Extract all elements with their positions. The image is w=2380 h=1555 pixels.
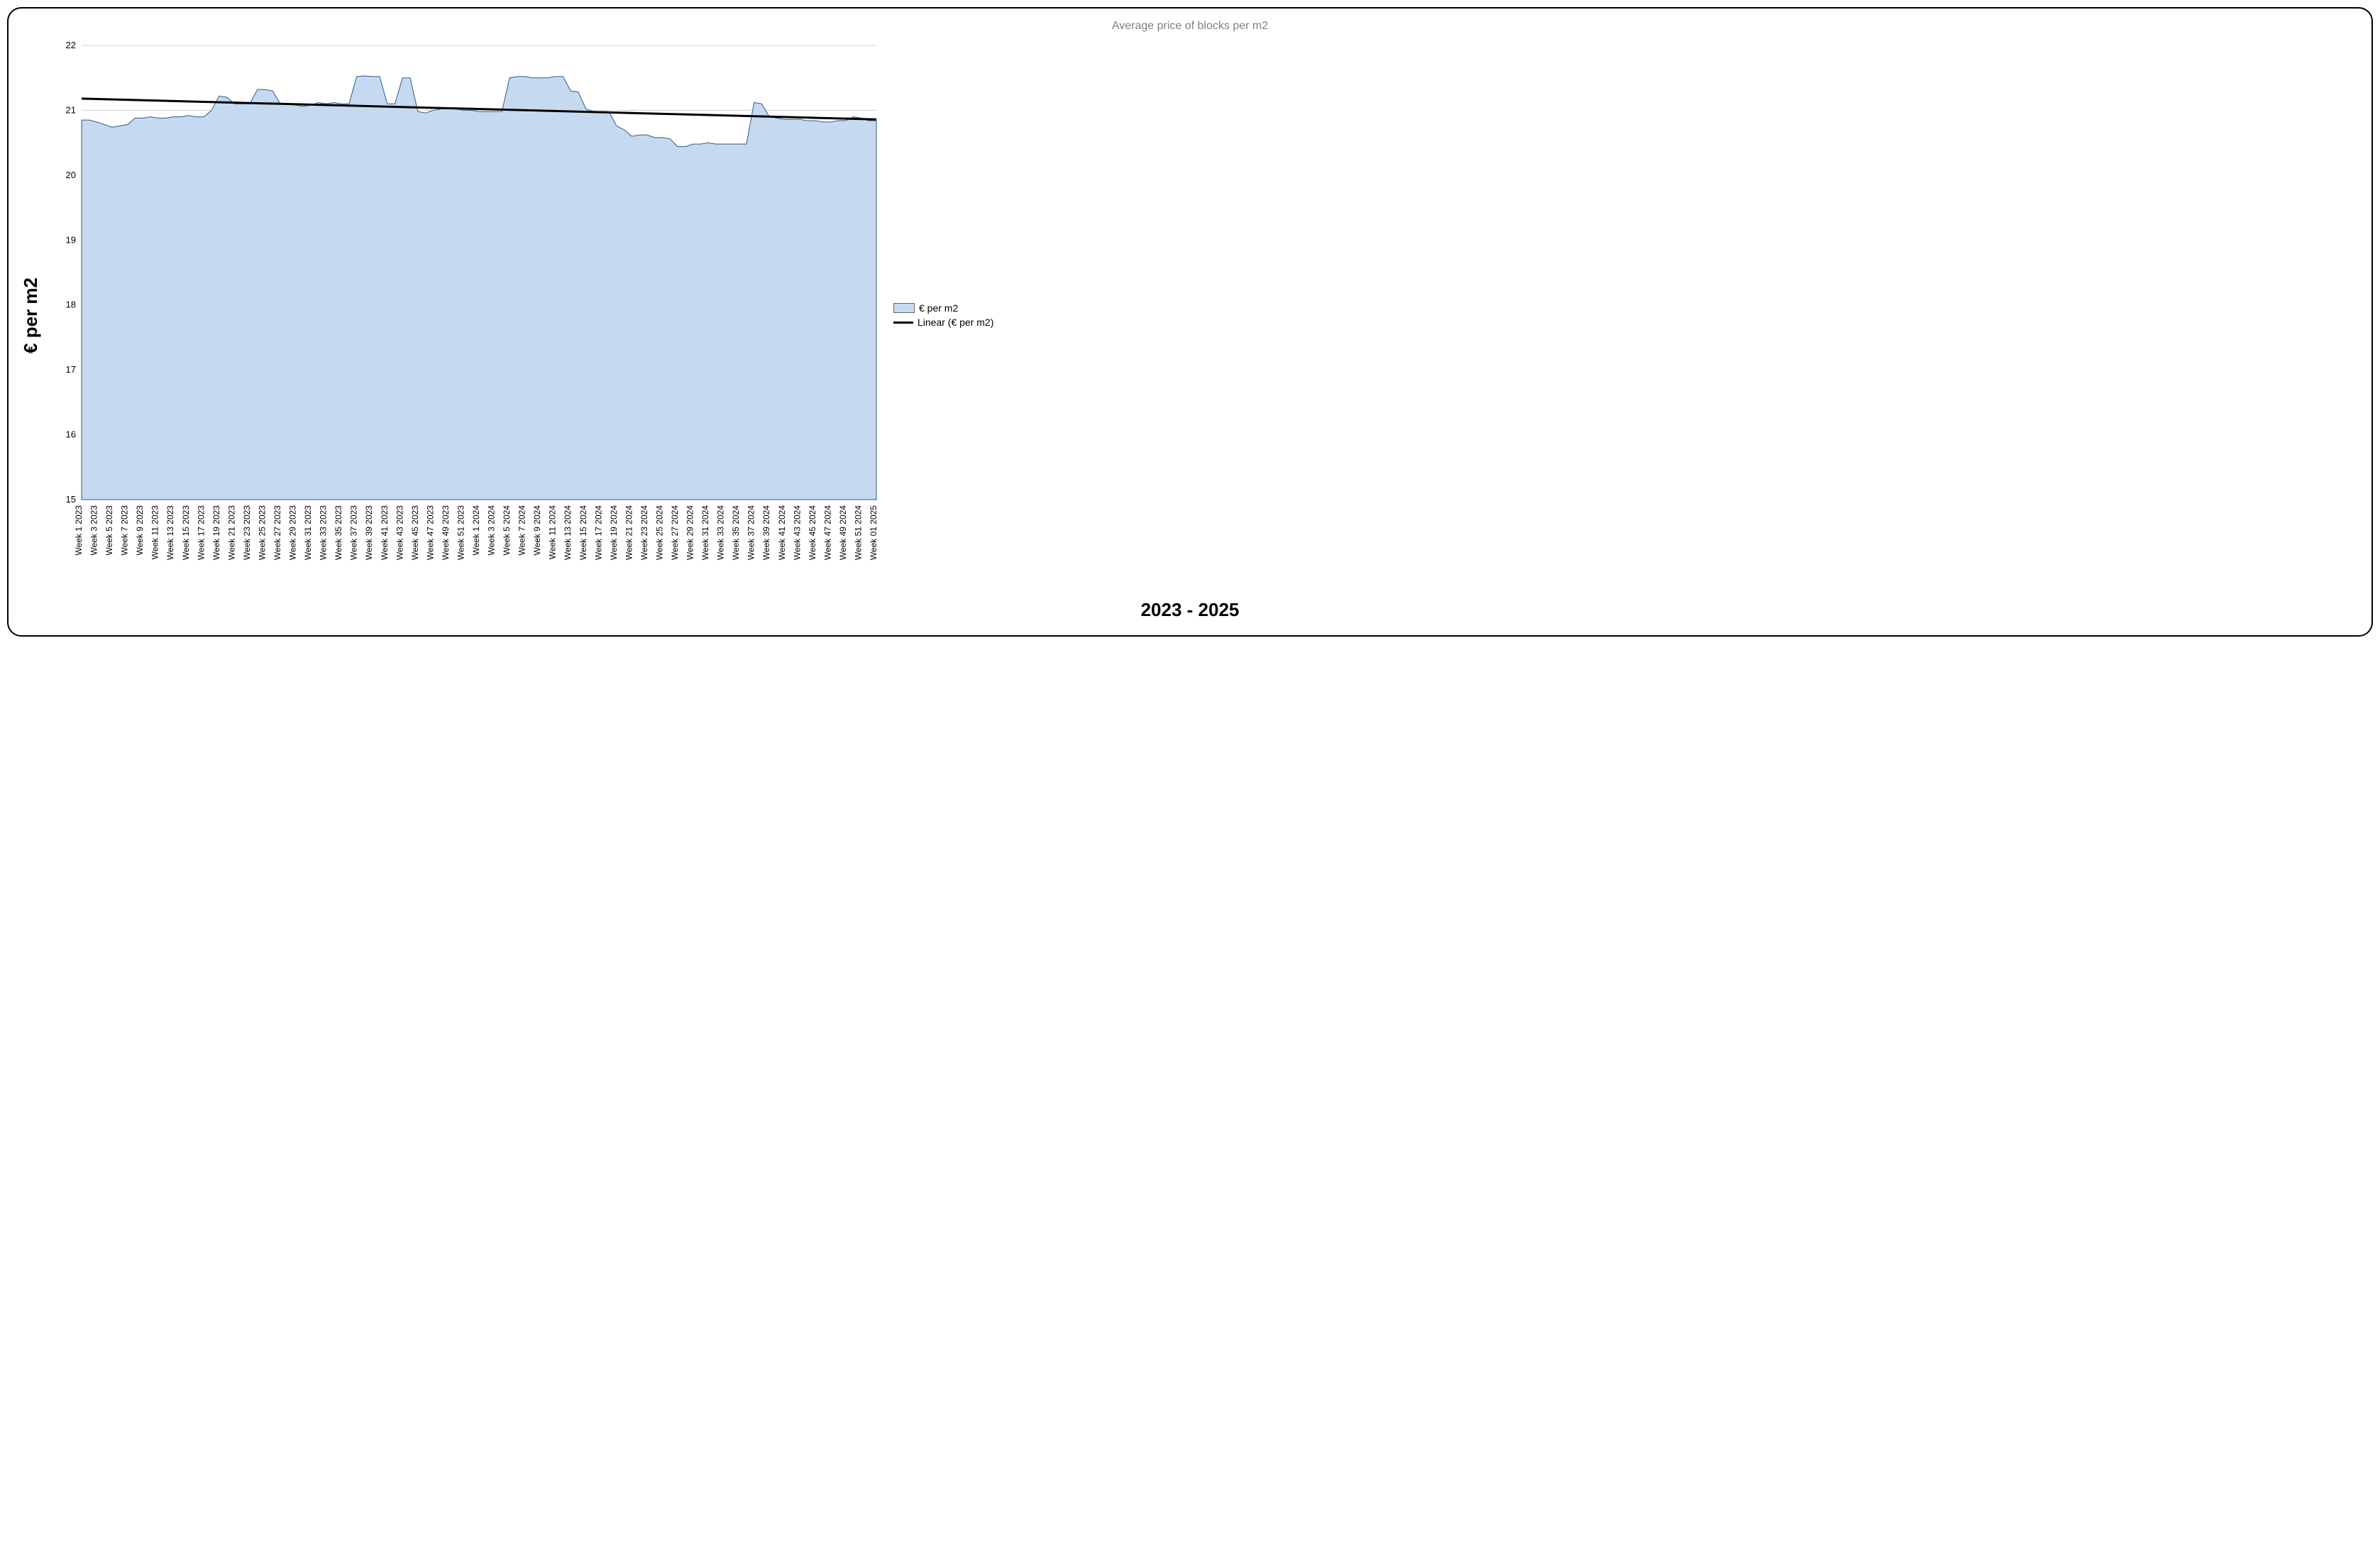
y-tick-label: 19 bbox=[66, 234, 76, 245]
x-tick-label: Week 27 2024 bbox=[670, 505, 680, 560]
x-tick-label: Week 15 2024 bbox=[578, 505, 588, 560]
x-tick-label: Week 33 2023 bbox=[319, 505, 329, 560]
area-series bbox=[82, 76, 876, 500]
y-tick-label: 20 bbox=[66, 170, 76, 180]
y-tick-label: 15 bbox=[66, 494, 76, 505]
x-axis-title: 2023 - 2025 bbox=[16, 599, 2364, 621]
x-tick-label: Week 7 2024 bbox=[517, 505, 527, 556]
x-tick-label: Week 3 2024 bbox=[487, 505, 497, 556]
x-tick-label: Week 49 2024 bbox=[838, 505, 848, 560]
x-tick-label: Week 37 2023 bbox=[349, 505, 359, 560]
x-tick-label: Week 35 2024 bbox=[731, 505, 741, 560]
x-tick-label: Week 29 2023 bbox=[288, 505, 298, 560]
x-tick-label: Week 13 2024 bbox=[563, 505, 573, 560]
y-axis-title: € per m2 bbox=[16, 278, 46, 353]
x-tick-label: Week 27 2023 bbox=[272, 505, 282, 560]
x-tick-label: Week 13 2023 bbox=[165, 505, 175, 560]
x-tick-label: Week 9 2024 bbox=[532, 505, 542, 556]
x-tick-label: Week 29 2024 bbox=[685, 505, 695, 560]
x-tick-label: Week 25 2023 bbox=[257, 505, 267, 560]
y-tick-label: 21 bbox=[66, 104, 76, 115]
x-tick-label: Week 39 2024 bbox=[761, 505, 771, 560]
x-tick-label: Week 11 2023 bbox=[150, 505, 160, 560]
x-tick-label: Week 21 2024 bbox=[624, 505, 634, 560]
x-tick-label: Week 41 2024 bbox=[777, 505, 787, 560]
x-tick-label: Week 41 2023 bbox=[380, 505, 390, 560]
x-tick-label: Week 19 2024 bbox=[609, 505, 619, 560]
x-tick-label: Week 1 2023 bbox=[74, 505, 84, 556]
x-tick-label: Week 5 2024 bbox=[502, 505, 512, 556]
x-tick-label: Week 51 2024 bbox=[853, 505, 863, 560]
x-tick-label: Week 35 2023 bbox=[334, 505, 343, 560]
x-tick-label: Week 11 2024 bbox=[548, 505, 558, 560]
x-tick-label: Week 17 2023 bbox=[196, 505, 206, 560]
x-tick-label: Week 43 2024 bbox=[792, 505, 802, 560]
x-tick-label: Week 47 2024 bbox=[822, 505, 832, 560]
x-tick-label: Week 7 2023 bbox=[120, 505, 130, 556]
y-tick-label: 17 bbox=[66, 364, 76, 375]
x-tick-label: Week 15 2023 bbox=[181, 505, 191, 560]
x-tick-label: Week 47 2023 bbox=[425, 505, 435, 560]
x-tick-label: Week 5 2023 bbox=[104, 505, 114, 556]
legend-swatch-icon bbox=[893, 303, 915, 313]
x-tick-label: Week 3 2023 bbox=[89, 505, 99, 556]
legend-item-0: € per m2 bbox=[893, 302, 1007, 314]
legend-label: Linear (€ per m2) bbox=[918, 317, 993, 328]
x-tick-label: Week 31 2024 bbox=[700, 505, 710, 560]
chart-title: Average price of blocks per m2 bbox=[16, 20, 2364, 33]
legend-item-1: Linear (€ per m2) bbox=[893, 317, 1007, 328]
x-tick-label: Week 49 2023 bbox=[441, 505, 451, 560]
x-tick-label: Week 39 2023 bbox=[364, 505, 374, 560]
x-tick-label: Week 33 2024 bbox=[716, 505, 726, 560]
y-tick-label: 18 bbox=[66, 300, 76, 310]
x-tick-label: Week 43 2023 bbox=[395, 505, 404, 560]
x-tick-label: Week 17 2024 bbox=[593, 505, 603, 560]
y-tick-label: 22 bbox=[66, 40, 76, 50]
plot-area-wrapper: 15 16 17 18 19 20 21 22 Week 1 2023 Week 3 2023 We… bbox=[46, 38, 883, 592]
legend-line-icon bbox=[893, 322, 913, 324]
x-tick-label: Week 9 2023 bbox=[135, 505, 145, 556]
x-tick-label: Week 23 2023 bbox=[242, 505, 252, 560]
y-tick-label: 16 bbox=[66, 429, 76, 440]
legend-label: € per m2 bbox=[919, 302, 958, 314]
chart-card: Average price of blocks per m2 € per m2 … bbox=[7, 7, 2373, 637]
x-tick-label: Week 1 2024 bbox=[471, 505, 481, 556]
x-tick-label: Week 45 2024 bbox=[808, 505, 817, 560]
x-tick-label: Week 31 2023 bbox=[303, 505, 313, 560]
x-tick-label: Week 45 2023 bbox=[410, 505, 420, 560]
chart-svg: 15 16 17 18 19 20 21 22 Week 1 2023 Week 3 2023 We… bbox=[46, 38, 883, 592]
x-tick-label: Week 21 2023 bbox=[226, 505, 236, 560]
legend: € per m2 Linear (€ per m2) bbox=[883, 300, 1007, 331]
chart-row: € per m2 15 16 17 18 19 20 21 22 Week 1 2023 Week… bbox=[16, 38, 2364, 592]
x-tick-label: Week 19 2023 bbox=[211, 505, 221, 560]
x-tick-label: Week 37 2024 bbox=[746, 505, 756, 560]
x-tick-label: Week 01 2025 bbox=[869, 505, 878, 560]
x-tick-label: Week 51 2023 bbox=[456, 505, 465, 560]
x-tick-label: Week 23 2024 bbox=[639, 505, 649, 560]
x-tick-label: Week 25 2024 bbox=[654, 505, 664, 560]
